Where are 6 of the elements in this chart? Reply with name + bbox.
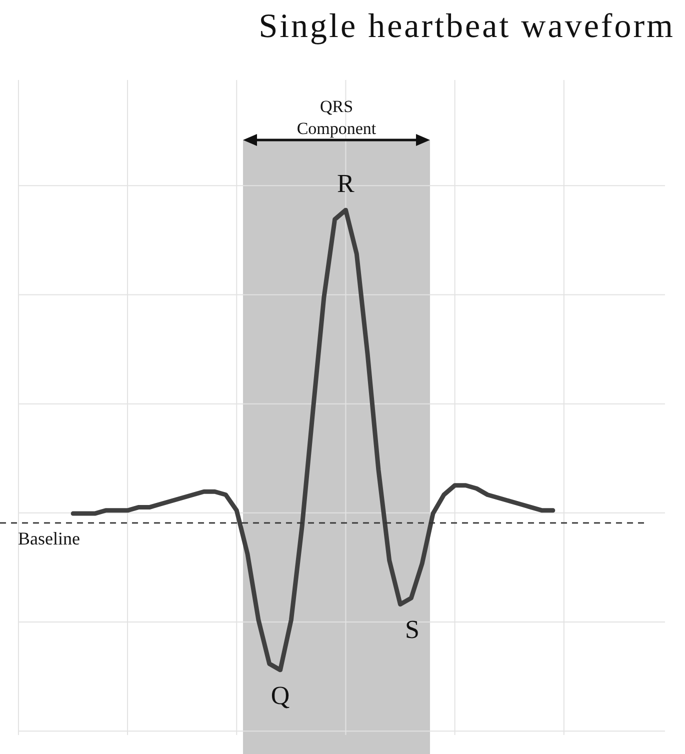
annotation: S	[405, 615, 420, 644]
ref-line-label: Baseline	[18, 528, 80, 549]
annotation: R	[337, 168, 356, 198]
chart-title: Single heartbeat waveform	[258, 8, 676, 46]
text: QRS Component	[296, 96, 378, 140]
annotation: Q	[270, 680, 290, 710]
